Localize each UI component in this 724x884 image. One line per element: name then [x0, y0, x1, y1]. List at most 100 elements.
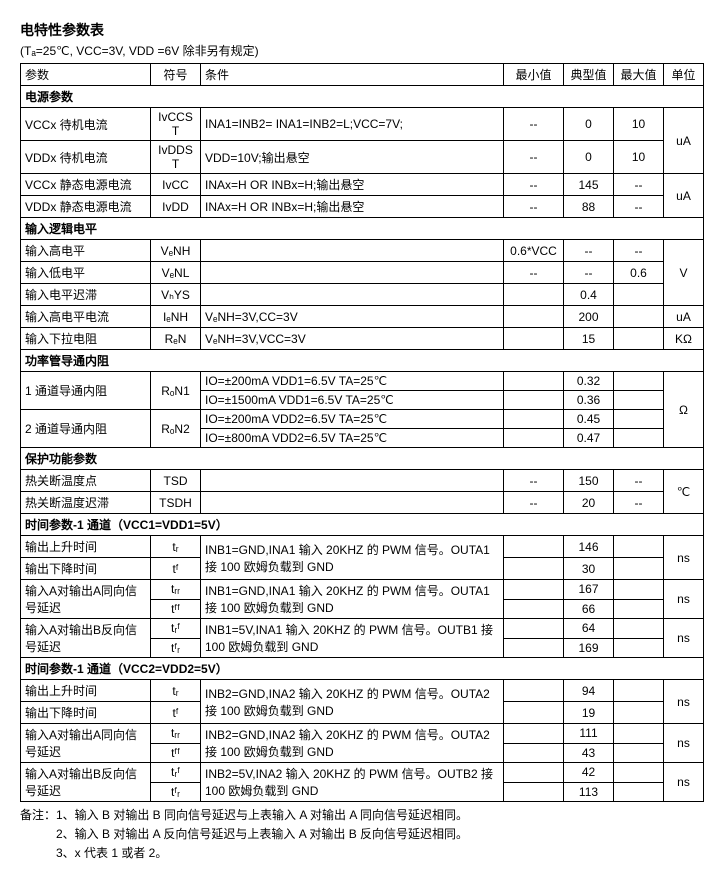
cell — [614, 680, 664, 702]
cell — [201, 492, 504, 514]
table-row: 输入A对输出A同向信号延迟 tᵣᵣ INB1=GND,INA1 输入 20KHZ… — [21, 580, 704, 600]
cell — [614, 429, 664, 448]
cell: -- — [614, 470, 664, 492]
cell: INB1=GND,INA1 输入 20KHZ 的 PWM 信号。OUTA1 接 … — [201, 536, 504, 580]
cell: 150 — [564, 470, 614, 492]
cell — [614, 702, 664, 724]
cell: 19 — [564, 702, 614, 724]
cell — [201, 262, 504, 284]
cell: tᶠᵣ — [151, 638, 201, 658]
cell: 111 — [564, 724, 614, 744]
table-row: 输入电平迟滞 VₕYS 0.4 — [21, 284, 704, 306]
cell — [201, 284, 504, 306]
cell: -- — [614, 492, 664, 514]
cell: RₑN — [151, 328, 201, 350]
cell: 64 — [564, 619, 614, 639]
cell: 88 — [564, 196, 614, 218]
cell: VₑNH=3V,VCC=3V — [201, 328, 504, 350]
table-row: 热关断温度点 TSD -- 150 -- ℃ — [21, 470, 704, 492]
table-row: VDDx 待机电流 IᴠDDST VDD=10V;输出悬空 -- 0 10 — [21, 141, 704, 174]
cell — [614, 306, 664, 328]
cell: VCCx 静态电源电流 — [21, 174, 151, 196]
cell: tᵣᵣ — [151, 724, 201, 744]
cell: INB2=GND,INA2 输入 20KHZ 的 PWM 信号。OUTA2 接 … — [201, 680, 504, 724]
cell: TSDH — [151, 492, 201, 514]
cell: 输入高电平电流 — [21, 306, 151, 328]
cell: ns — [664, 763, 704, 802]
cell: 输入电平迟滞 — [21, 284, 151, 306]
cell: IᴠCC — [151, 174, 201, 196]
hdr-condition: 条件 — [201, 64, 504, 86]
cell: ns — [664, 619, 704, 658]
cell: -- — [504, 470, 564, 492]
cell: 1 通道导通内阻 — [21, 372, 151, 410]
cell: IᴠDDST — [151, 141, 201, 174]
cell: 0.45 — [564, 410, 614, 429]
cell: INAx=H OR INBx=H;输出悬空 — [201, 174, 504, 196]
cell: -- — [504, 141, 564, 174]
spec-table: 参数 符号 条件 最小值 典型值 最大值 单位 电源参数 VCCx 待机电流 I… — [20, 63, 704, 802]
cell: Ω — [664, 372, 704, 448]
cell: -- — [504, 492, 564, 514]
cell — [504, 558, 564, 580]
cell — [614, 580, 664, 600]
cell — [614, 763, 664, 783]
section-timing2: 时间参数-1 通道（VCC2=VDD2=5V） — [21, 658, 704, 680]
cell: uA — [664, 306, 704, 328]
section-power: 电源参数 — [21, 86, 704, 108]
cell — [504, 782, 564, 802]
table-row: 1 通道导通内阻 RₒN1 IO=±200mA VDD1=6.5V TA=25℃… — [21, 372, 704, 391]
note-2: 2、输入 B 对输出 A 反向信号延迟与上表输入 A 对输出 B 反向信号延迟相… — [20, 825, 704, 844]
cell: IO=±200mA VDD2=6.5V TA=25℃ — [201, 410, 504, 429]
cell: 146 — [564, 536, 614, 558]
cell: RₒN1 — [151, 372, 201, 410]
cell — [614, 391, 664, 410]
table-row: 输入A对输出B反向信号延迟 tᵣᶠ INB2=5V,INA2 输入 20KHZ … — [21, 763, 704, 783]
cell — [504, 306, 564, 328]
cell: 15 — [564, 328, 614, 350]
cell — [504, 638, 564, 658]
cell — [504, 284, 564, 306]
cell: IᴠDD — [151, 196, 201, 218]
cell: INB2=5V,INA2 输入 20KHZ 的 PWM 信号。OUTB2 接 1… — [201, 763, 504, 802]
cell — [614, 410, 664, 429]
cell — [504, 410, 564, 429]
hdr-param: 参数 — [21, 64, 151, 86]
cell — [614, 328, 664, 350]
cell: INA1=INB2= INA1=INB2=L;VCC=7V; — [201, 108, 504, 141]
cell: 167 — [564, 580, 614, 600]
page-title: 电特性参数表 — [20, 20, 704, 40]
cell: 输入A对输出B反向信号延迟 — [21, 619, 151, 658]
cell: 10 — [614, 141, 664, 174]
cell — [614, 619, 664, 639]
cell: tᶠ — [151, 558, 201, 580]
table-row: VDDx 静态电源电流 IᴠDD INAx=H OR INBx=H;输出悬空 -… — [21, 196, 704, 218]
page-subtitle: (Tₐ=25℃, VCC=3V, VDD =6V 除非另有规定) — [20, 42, 704, 59]
cell: tᶠᶠ — [151, 599, 201, 619]
cell: 113 — [564, 782, 614, 802]
cell: -- — [504, 196, 564, 218]
table-row: 2 通道导通内阻 RₒN2 IO=±200mA VDD2=6.5V TA=25℃… — [21, 410, 704, 429]
cell: 输入A对输出A同向信号延迟 — [21, 580, 151, 619]
cell — [504, 763, 564, 783]
cell — [614, 599, 664, 619]
cell: IₑNH — [151, 306, 201, 328]
cell: 输出上升时间 — [21, 536, 151, 558]
table-row: 输出上升时间 tᵣ INB1=GND,INA1 输入 20KHZ 的 PWM 信… — [21, 536, 704, 558]
cell: INB1=GND,INA1 输入 20KHZ 的 PWM 信号。OUTA1 接 … — [201, 580, 504, 619]
cell: VDD=10V;输出悬空 — [201, 141, 504, 174]
note-1: 备注：1、输入 B 对输出 B 同向信号延迟与上表输入 A 对输出 A 同向信号… — [20, 806, 704, 825]
cell — [504, 580, 564, 600]
cell: INB2=GND,INA2 输入 20KHZ 的 PWM 信号。OUTA2 接 … — [201, 724, 504, 763]
cell: -- — [614, 174, 664, 196]
cell: VDDx 静态电源电流 — [21, 196, 151, 218]
cell: 热关断温度迟滞 — [21, 492, 151, 514]
cell: 0.36 — [564, 391, 614, 410]
cell: VDDx 待机电流 — [21, 141, 151, 174]
cell: KΩ — [664, 328, 704, 350]
cell — [504, 599, 564, 619]
cell: 输出上升时间 — [21, 680, 151, 702]
cell: tᵣ — [151, 680, 201, 702]
hdr-symbol: 符号 — [151, 64, 201, 86]
cell: 30 — [564, 558, 614, 580]
